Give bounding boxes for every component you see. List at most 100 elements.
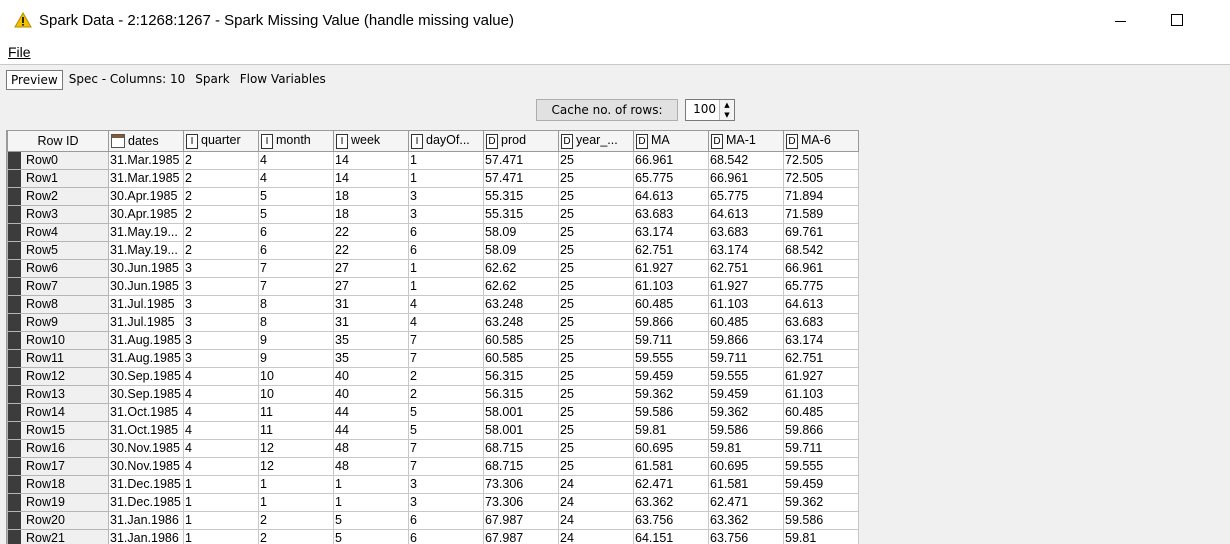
table-cell[interactable]: 22 [334, 242, 409, 260]
table-cell[interactable]: 4 [184, 458, 259, 476]
row-id-cell[interactable]: Row8 [8, 296, 109, 314]
table-cell[interactable]: 1 [184, 494, 259, 512]
table-cell[interactable]: 59.81 [634, 422, 709, 440]
table-cell[interactable]: 3 [184, 278, 259, 296]
table-cell[interactable]: 48 [334, 458, 409, 476]
table-cell[interactable]: 27 [334, 260, 409, 278]
table-cell[interactable]: 24 [559, 512, 634, 530]
table-cell[interactable]: 25 [559, 242, 634, 260]
table-cell[interactable]: 59.586 [634, 404, 709, 422]
tab-preview[interactable]: Preview [6, 70, 63, 90]
table-cell[interactable]: 60.485 [709, 314, 784, 332]
table-cell[interactable]: 7 [259, 260, 334, 278]
table-cell[interactable]: 10 [259, 368, 334, 386]
table-cell[interactable]: 72.505 [784, 152, 859, 170]
table-cell[interactable]: 2 [409, 386, 484, 404]
table-cell[interactable]: 25 [559, 368, 634, 386]
row-id-cell[interactable]: Row20 [8, 512, 109, 530]
table-cell[interactable]: 31.Jan.1986 [109, 512, 184, 530]
row-id-cell[interactable]: Row18 [8, 476, 109, 494]
table-cell[interactable]: 3 [409, 188, 484, 206]
column-header-row-id[interactable]: Row ID [8, 131, 109, 152]
table-cell[interactable]: 58.09 [484, 242, 559, 260]
table-cell[interactable]: 6 [409, 242, 484, 260]
table-cell[interactable]: 6 [259, 242, 334, 260]
table-cell[interactable]: 25 [559, 224, 634, 242]
table-cell[interactable]: 68.715 [484, 440, 559, 458]
table-cell[interactable]: 31.Aug.1985 [109, 332, 184, 350]
table-cell[interactable]: 4 [184, 422, 259, 440]
row-id-cell[interactable]: Row11 [8, 350, 109, 368]
table-cell[interactable]: 30.Sep.1985 [109, 386, 184, 404]
table-cell[interactable]: 35 [334, 332, 409, 350]
table-cell[interactable]: 7 [409, 332, 484, 350]
menu-file[interactable]: File [8, 44, 31, 60]
table-cell[interactable]: 25 [559, 404, 634, 422]
table-cell[interactable]: 66.961 [634, 152, 709, 170]
table-cell[interactable]: 14 [334, 152, 409, 170]
table-cell[interactable]: 30.Apr.1985 [109, 206, 184, 224]
table-cell[interactable]: 65.775 [784, 278, 859, 296]
table-cell[interactable]: 1 [334, 494, 409, 512]
table-cell[interactable]: 4 [184, 440, 259, 458]
table-cell[interactable]: 5 [259, 206, 334, 224]
table-cell[interactable]: 30.Nov.1985 [109, 458, 184, 476]
table-cell[interactable]: 18 [334, 188, 409, 206]
table-cell[interactable]: 30.Nov.1985 [109, 440, 184, 458]
table-cell[interactable]: 58.09 [484, 224, 559, 242]
spinner-down-icon[interactable]: ▼ [720, 110, 734, 120]
table-cell[interactable]: 63.248 [484, 296, 559, 314]
table-cell[interactable]: 24 [559, 476, 634, 494]
table-cell[interactable]: 25 [559, 152, 634, 170]
table-cell[interactable]: 6 [409, 530, 484, 544]
table-cell[interactable]: 25 [559, 278, 634, 296]
row-id-cell[interactable]: Row15 [8, 422, 109, 440]
tab-spec[interactable]: Spec - Columns: 10 [65, 70, 190, 88]
row-id-cell[interactable]: Row5 [8, 242, 109, 260]
table-cell[interactable]: 25 [559, 422, 634, 440]
table-cell[interactable]: 65.775 [709, 188, 784, 206]
table-cell[interactable]: 4 [259, 152, 334, 170]
row-id-cell[interactable]: Row7 [8, 278, 109, 296]
table-cell[interactable]: 10 [259, 386, 334, 404]
tab-flow-variables[interactable]: Flow Variables [236, 70, 330, 88]
table-cell[interactable]: 59.866 [784, 422, 859, 440]
table-cell[interactable]: 2 [184, 188, 259, 206]
table-cell[interactable]: 62.751 [634, 242, 709, 260]
table-cell[interactable]: 2 [259, 512, 334, 530]
table-cell[interactable]: 7 [409, 458, 484, 476]
table-cell[interactable]: 73.306 [484, 476, 559, 494]
table-cell[interactable]: 69.761 [784, 224, 859, 242]
table-cell[interactable]: 25 [559, 296, 634, 314]
table-cell[interactable]: 55.315 [484, 206, 559, 224]
table-cell[interactable]: 48 [334, 440, 409, 458]
table-cell[interactable]: 9 [259, 350, 334, 368]
minimize-button[interactable] [1105, 10, 1135, 32]
table-cell[interactable]: 59.555 [784, 458, 859, 476]
tab-spark[interactable]: Spark [191, 70, 233, 88]
table-cell[interactable]: 4 [184, 368, 259, 386]
table-cell[interactable]: 64.613 [709, 206, 784, 224]
table-cell[interactable]: 6 [259, 224, 334, 242]
table-cell[interactable]: 61.927 [784, 368, 859, 386]
table-cell[interactable]: 2 [184, 206, 259, 224]
table-cell[interactable]: 61.103 [709, 296, 784, 314]
table-cell[interactable]: 64.151 [634, 530, 709, 544]
table-cell[interactable]: 59.81 [709, 440, 784, 458]
table-cell[interactable]: 25 [559, 458, 634, 476]
table-cell[interactable]: 63.683 [634, 206, 709, 224]
table-cell[interactable]: 59.459 [634, 368, 709, 386]
